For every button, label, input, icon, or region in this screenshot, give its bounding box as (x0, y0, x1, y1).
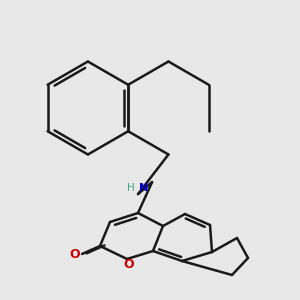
Text: O: O (123, 259, 134, 272)
Text: H: H (127, 183, 135, 193)
Text: O: O (69, 248, 80, 260)
Text: N: N (139, 183, 148, 193)
